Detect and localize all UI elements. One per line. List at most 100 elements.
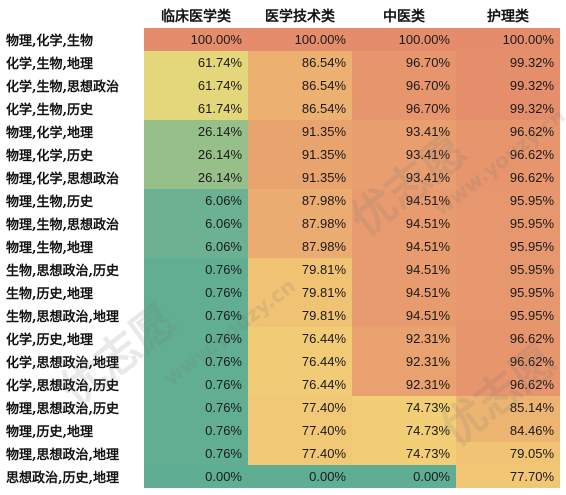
- heat-cell: 96.62%: [456, 373, 560, 396]
- heat-cell: 96.62%: [456, 120, 560, 143]
- table-row: 生物,思想政治,地理 0.76% 79.81% 94.51% 95.95%: [4, 304, 560, 327]
- heat-cell: 86.54%: [248, 51, 352, 74]
- heat-cell: 95.95%: [456, 189, 560, 212]
- row-label: 物理,思想政治,地理: [4, 442, 144, 465]
- heat-cell: 85.14%: [456, 396, 560, 419]
- row-label: 物理,化学,地理: [4, 120, 144, 143]
- table-row: 化学,思想政治,地理 0.76% 76.44% 92.31% 96.62%: [4, 350, 560, 373]
- heat-cell: 26.14%: [144, 143, 248, 166]
- heat-cell: 0.76%: [144, 281, 248, 304]
- heat-cell: 96.70%: [352, 74, 456, 97]
- heat-cell: 91.35%: [248, 120, 352, 143]
- table-row: 物理,化学,思想政治 26.14% 91.35% 93.41% 96.62%: [4, 166, 560, 189]
- heat-cell: 95.95%: [456, 258, 560, 281]
- heat-cell: 94.51%: [352, 235, 456, 258]
- heat-cell: 87.98%: [248, 235, 352, 258]
- table-row: 化学,思想政治,历史 0.76% 76.44% 92.31% 96.62%: [4, 373, 560, 396]
- heat-cell: 0.76%: [144, 258, 248, 281]
- heat-cell: 96.62%: [456, 166, 560, 189]
- row-label: 生物,思想政治,历史: [4, 258, 144, 281]
- heat-cell: 93.41%: [352, 120, 456, 143]
- heat-cell: 74.73%: [352, 442, 456, 465]
- heat-cell: 87.98%: [248, 189, 352, 212]
- row-label: 物理,思想政治,历史: [4, 396, 144, 419]
- heat-cell: 0.76%: [144, 419, 248, 442]
- heat-cell: 95.95%: [456, 304, 560, 327]
- heat-cell: 74.73%: [352, 419, 456, 442]
- heat-cell: 6.06%: [144, 189, 248, 212]
- row-label: 物理,化学,思想政治: [4, 166, 144, 189]
- heat-cell: 100.00%: [456, 28, 560, 51]
- heat-cell: 95.95%: [456, 235, 560, 258]
- column-header: 医学技术类: [248, 4, 352, 28]
- heat-cell: 77.40%: [248, 442, 352, 465]
- heat-cell: 77.40%: [248, 396, 352, 419]
- table-row: 物理,生物,地理 6.06% 87.98% 94.51% 95.95%: [4, 235, 560, 258]
- heat-cell: 94.51%: [352, 258, 456, 281]
- heat-cell: 92.31%: [352, 373, 456, 396]
- heat-cell: 91.35%: [248, 166, 352, 189]
- table-row: 物理,化学,地理 26.14% 91.35% 93.41% 96.62%: [4, 120, 560, 143]
- heat-cell: 100.00%: [352, 28, 456, 51]
- row-label: 物理,生物,思想政治: [4, 212, 144, 235]
- table-row: 物理,化学,历史 26.14% 91.35% 93.41% 96.62%: [4, 143, 560, 166]
- row-label: 化学,生物,地理: [4, 51, 144, 74]
- heat-cell: 99.32%: [456, 51, 560, 74]
- heat-cell: 99.32%: [456, 97, 560, 120]
- heat-cell: 77.70%: [456, 465, 560, 488]
- heat-cell: 94.51%: [352, 304, 456, 327]
- column-header: 护理类: [456, 4, 560, 28]
- row-label: 化学,生物,历史: [4, 97, 144, 120]
- heat-cell: 0.00%: [144, 465, 248, 488]
- heat-cell: 94.51%: [352, 281, 456, 304]
- table-row: 思想政治,历史,地理 0.00% 0.00% 0.00% 77.70%: [4, 465, 560, 488]
- heat-cell: 6.06%: [144, 235, 248, 258]
- heat-cell: 61.74%: [144, 74, 248, 97]
- heatmap-body: 物理,化学,生物 100.00% 100.00% 100.00% 100.00% 化学,生…: [4, 28, 560, 488]
- table-row: 物理,思想政治,地理 0.76% 77.40% 74.73% 79.05%: [4, 442, 560, 465]
- heat-cell: 76.44%: [248, 373, 352, 396]
- table-row: 物理,生物,历史 6.06% 87.98% 94.51% 95.95%: [4, 189, 560, 212]
- heat-cell: 96.62%: [456, 350, 560, 373]
- table-row: 化学,生物,地理 61.74% 86.54% 96.70% 99.32%: [4, 51, 560, 74]
- heat-cell: 0.76%: [144, 396, 248, 419]
- heat-cell: 0.00%: [352, 465, 456, 488]
- heat-cell: 93.41%: [352, 143, 456, 166]
- row-label: 生物,历史,地理: [4, 281, 144, 304]
- row-label: 化学,历史,地理: [4, 327, 144, 350]
- heat-cell: 94.51%: [352, 189, 456, 212]
- table-row: 物理,生物,思想政治 6.06% 87.98% 94.51% 95.95%: [4, 212, 560, 235]
- row-label: 物理,化学,生物: [4, 28, 144, 51]
- heat-cell: 100.00%: [144, 28, 248, 51]
- column-header: 临床医学类: [144, 4, 248, 28]
- heat-cell: 76.44%: [248, 350, 352, 373]
- heat-cell: 0.76%: [144, 327, 248, 350]
- heat-cell: 79.81%: [248, 281, 352, 304]
- row-label: 思想政治,历史,地理: [4, 465, 144, 488]
- row-label: 化学,思想政治,地理: [4, 350, 144, 373]
- heat-cell: 96.70%: [352, 97, 456, 120]
- table-row: 物理,化学,生物 100.00% 100.00% 100.00% 100.00%: [4, 28, 560, 51]
- row-label: 物理,化学,历史: [4, 143, 144, 166]
- heat-cell: 0.76%: [144, 373, 248, 396]
- heat-cell: 96.70%: [352, 51, 456, 74]
- table-row: 生物,思想政治,历史 0.76% 79.81% 94.51% 95.95%: [4, 258, 560, 281]
- heat-cell: 79.05%: [456, 442, 560, 465]
- row-label: 物理,历史,地理: [4, 419, 144, 442]
- heat-cell: 95.95%: [456, 281, 560, 304]
- heat-cell: 76.44%: [248, 327, 352, 350]
- heat-cell: 99.32%: [456, 74, 560, 97]
- heat-cell: 92.31%: [352, 350, 456, 373]
- table-row: 化学,历史,地理 0.76% 76.44% 92.31% 96.62%: [4, 327, 560, 350]
- heat-cell: 86.54%: [248, 74, 352, 97]
- heat-cell: 95.95%: [456, 212, 560, 235]
- heat-cell: 79.81%: [248, 304, 352, 327]
- row-label: 化学,生物,思想政治: [4, 74, 144, 97]
- row-label: 化学,思想政治,历史: [4, 373, 144, 396]
- heatmap-table: 临床医学类 医学技术类 中医类 护理类 物理,化学,生物 100.00% 100.0…: [4, 4, 560, 488]
- table-row: 生物,历史,地理 0.76% 79.81% 94.51% 95.95%: [4, 281, 560, 304]
- heat-cell: 91.35%: [248, 143, 352, 166]
- row-label: 物理,生物,历史: [4, 189, 144, 212]
- heat-cell: 79.81%: [248, 258, 352, 281]
- heat-cell: 96.62%: [456, 143, 560, 166]
